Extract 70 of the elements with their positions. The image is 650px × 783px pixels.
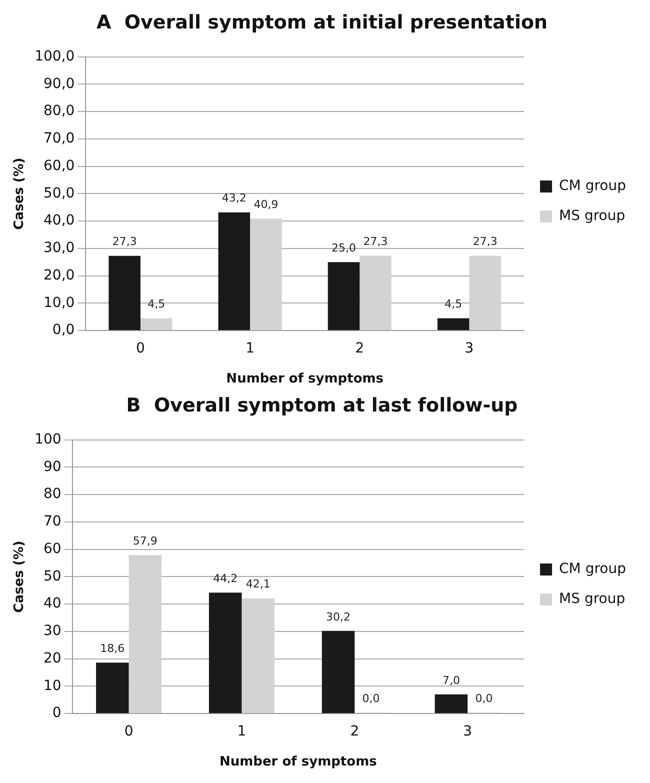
y-tick-label: 100,0 — [34, 48, 75, 64]
y-tick-label: 80,0 — [44, 103, 75, 120]
x-tick-label: 0 — [136, 340, 145, 357]
x-tick-label: 0 — [124, 724, 134, 740]
y-tick-label: 90,0 — [44, 76, 75, 92]
data-label: 27,3 — [363, 235, 388, 248]
bar — [328, 262, 360, 330]
data-label: 0,0 — [362, 692, 380, 705]
y-tick-label: 60,0 — [44, 158, 75, 174]
y-tick-label: 90 — [43, 458, 62, 475]
data-label: 57,9 — [132, 534, 158, 548]
x-tick-label: 1 — [246, 340, 255, 357]
bar — [250, 218, 282, 330]
y-tick-label: 60 — [43, 540, 62, 557]
y-tick-label: 40,0 — [44, 212, 75, 229]
y-tick-label: 30 — [43, 623, 62, 640]
data-label: 18,6 — [100, 642, 125, 656]
y-axis-title: Cases (%) — [12, 540, 28, 613]
y-tick-label: 10 — [43, 678, 62, 694]
legend-label: CM group — [559, 561, 626, 578]
y-tick-label: 40 — [43, 596, 62, 612]
bar — [242, 598, 274, 714]
data-label: 27,3 — [112, 235, 137, 248]
bar — [108, 256, 140, 330]
bar — [96, 662, 129, 714]
legend-label: CM group — [559, 178, 626, 194]
data-label: 7,0 — [442, 674, 460, 687]
bar — [434, 694, 468, 714]
y-tick-label: 80 — [43, 486, 62, 502]
data-label: 4,5 — [444, 298, 462, 311]
data-label: 42,1 — [246, 578, 270, 591]
legend-label: MS group — [559, 591, 626, 608]
data-label: 25,0 — [332, 242, 356, 255]
bar — [360, 256, 392, 330]
y-tick-label: 20,0 — [44, 267, 75, 284]
bar — [208, 592, 242, 714]
bar — [322, 630, 355, 714]
data-label: 27,3 — [472, 235, 498, 248]
bar — [437, 318, 470, 330]
bar — [469, 256, 502, 330]
y-tick-label: 70,0 — [44, 130, 75, 147]
x-axis-title: Number of symptoms — [226, 372, 384, 387]
x-tick-label: 3 — [464, 340, 474, 357]
x-axis-title: Number of symptoms — [220, 754, 378, 770]
legend-label: MS group — [559, 208, 626, 224]
bar — [218, 212, 250, 330]
bar — [128, 555, 162, 714]
y-tick-label: 0 — [52, 705, 62, 722]
x-tick-label: 2 — [355, 340, 364, 357]
y-tick-label: 10,0 — [44, 294, 75, 311]
data-label: 44,2 — [213, 572, 238, 585]
y-axis-title: Cases (%) — [12, 158, 28, 230]
y-tick-label: 0,0 — [52, 322, 75, 338]
bar — [140, 318, 172, 330]
x-tick-label: 3 — [463, 724, 472, 740]
chart-title: B Overall symptom at last follow-up — [126, 394, 518, 416]
y-tick-label: 50 — [43, 568, 62, 584]
y-tick-label: 70 — [43, 514, 62, 530]
y-tick-label: 100 — [34, 431, 62, 448]
data-label: 40,9 — [254, 198, 278, 211]
data-label: 0,0 — [475, 692, 493, 705]
data-label: 43,2 — [222, 192, 246, 205]
data-label: 4,5 — [148, 298, 166, 311]
y-tick-label: 50,0 — [44, 185, 75, 202]
chart-title: A Overall symptom at initial presentation — [96, 11, 548, 34]
y-tick-label: 20 — [43, 650, 62, 666]
x-tick-label: 2 — [350, 724, 360, 740]
y-tick-label: 30,0 — [44, 240, 75, 256]
x-tick-label: 1 — [237, 724, 246, 740]
data-label: 30,2 — [326, 610, 351, 624]
